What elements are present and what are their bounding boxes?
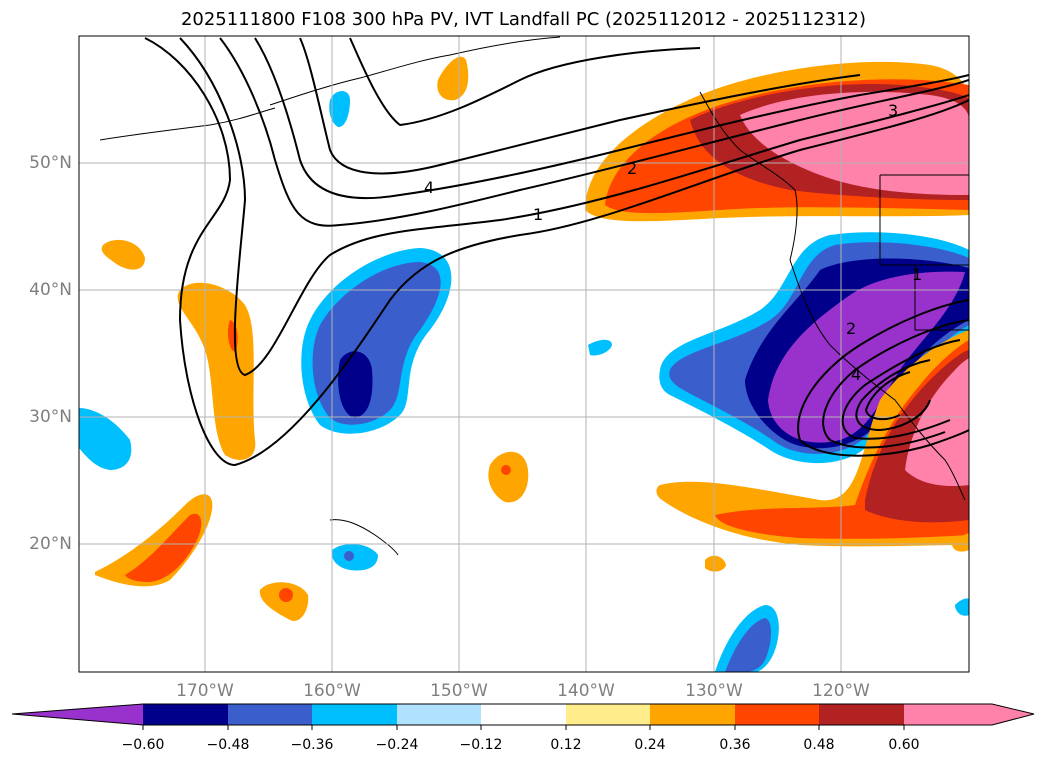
colorbar-segment-orangered [735, 704, 819, 725]
contour-label-group: 4 2 1 3 1 2 4 [424, 101, 922, 384]
lon-label-140w: 140°W [557, 681, 615, 701]
lon-label-120w: 120°W [812, 681, 870, 701]
colorbar-tick-048: 0.48 [803, 737, 835, 753]
contour-label-3: 3 [888, 101, 898, 120]
colorbar-extend-right [992, 704, 1034, 725]
colorbar-segment-lightblue [397, 704, 481, 725]
positive-anomaly-northeast-peak [740, 91, 969, 195]
pv-contour-6 [349, 37, 701, 127]
lon-label-160w: 160°W [303, 681, 361, 701]
pv-contours [144, 37, 969, 467]
coastline-hawaii [329, 519, 399, 556]
positive-anomaly-southwest-core [125, 513, 202, 582]
positive-anomaly-southeast-peak [905, 358, 969, 487]
negative-anomaly-blob-3 [588, 339, 612, 356]
coastline-north-america [699, 91, 966, 501]
colorbar-tick-neg036: −0.36 [290, 737, 334, 753]
coastline-aleutians [99, 107, 276, 141]
negative-anomaly-blob-4-core [344, 551, 354, 561]
negative-anomaly-blob-2 [79, 408, 132, 470]
negative-anomaly-blob-5-core [725, 618, 772, 672]
colorbar-tick-060: 0.60 [888, 737, 920, 753]
positive-anomaly-southwest [95, 494, 213, 587]
contour-label-4: 4 [424, 178, 434, 197]
map-title: 2025111800 F108 300 hPa PV, IVT Landfall… [180, 9, 867, 30]
negative-anomaly-west-peak [768, 271, 965, 443]
colorbar-tick-036: 0.36 [719, 737, 751, 753]
negative-anomaly-blob-1 [329, 91, 350, 128]
contour-label-2: 2 [627, 159, 637, 178]
positive-anomaly-blob-5 [705, 555, 726, 572]
pv-contour-3 [219, 37, 969, 227]
pv-contour-2 [179, 37, 969, 377]
colorbar-segment-navy [143, 704, 228, 725]
colorbar-extend-left [12, 704, 143, 725]
lon-label-150w: 150°W [430, 681, 488, 701]
colorbar-tick-neg024: −0.24 [375, 737, 419, 753]
colorbar-segment-firebrick [819, 704, 904, 725]
lon-label-170w: 170°W [176, 681, 234, 701]
pv-contour-low-1 [797, 299, 969, 457]
positive-anomaly-blob-4-core [279, 588, 293, 602]
lat-label-50n: 50°N [29, 153, 72, 173]
lat-label-30n: 30°N [29, 407, 72, 427]
pv-contour-outer [144, 37, 969, 467]
colorbar [11, 703, 1035, 730]
pv-contour-low-5 [864, 371, 911, 421]
lat-label-40n: 40°N [29, 280, 72, 300]
colorbar-segment-royalblue [228, 704, 312, 725]
border-state-lines [879, 174, 969, 331]
colorbar-segment-pink [904, 704, 992, 725]
colorbar-tick-neg012: −0.12 [459, 737, 503, 753]
map-frame [78, 35, 970, 673]
positive-anomaly-blob-2 [437, 56, 469, 101]
negative-anomaly-blob-6 [955, 598, 969, 616]
contour-label-4-south: 4 [851, 365, 861, 384]
positive-anomaly-west-strip [177, 282, 256, 460]
positive-anomaly-blob-3 [488, 451, 529, 503]
contour-label-1: 1 [533, 205, 543, 224]
colorbar-tick-neg060: −0.60 [121, 737, 165, 753]
colorbar-tick-neg048: −0.48 [206, 737, 250, 753]
pv-contour-4 [254, 37, 969, 199]
pv-contour-5 [299, 37, 861, 175]
lat-label-20n: 20°N [29, 534, 72, 554]
coastline-alaska [269, 36, 561, 106]
lon-label-130w: 130°W [685, 681, 743, 701]
shaded-anomalies [79, 56, 969, 672]
contour-label-1-south: 1 [912, 265, 922, 284]
colorbar-segment-deepskyblue [312, 704, 397, 725]
colorbar-segment-yellow [566, 704, 650, 725]
positive-anomaly-blob-3-core [501, 465, 511, 475]
positive-anomaly-blob-1 [101, 239, 145, 270]
pv-contour-low-2 [822, 319, 969, 449]
contour-label-2-south: 2 [846, 319, 856, 338]
negative-anomaly-central-peak [338, 351, 373, 418]
colorbar-segment-orange [650, 704, 735, 725]
pv-contour-low-4 [855, 359, 931, 432]
positive-anomaly-blob-6 [952, 533, 969, 552]
colorbar-segment-white [481, 704, 566, 725]
colorbar-tick-024: 0.24 [634, 737, 666, 753]
pv-contour-low-3 [841, 339, 961, 440]
negative-anomaly-blob-4 [331, 543, 378, 571]
colorbar-tick-012: 0.12 [550, 737, 582, 753]
